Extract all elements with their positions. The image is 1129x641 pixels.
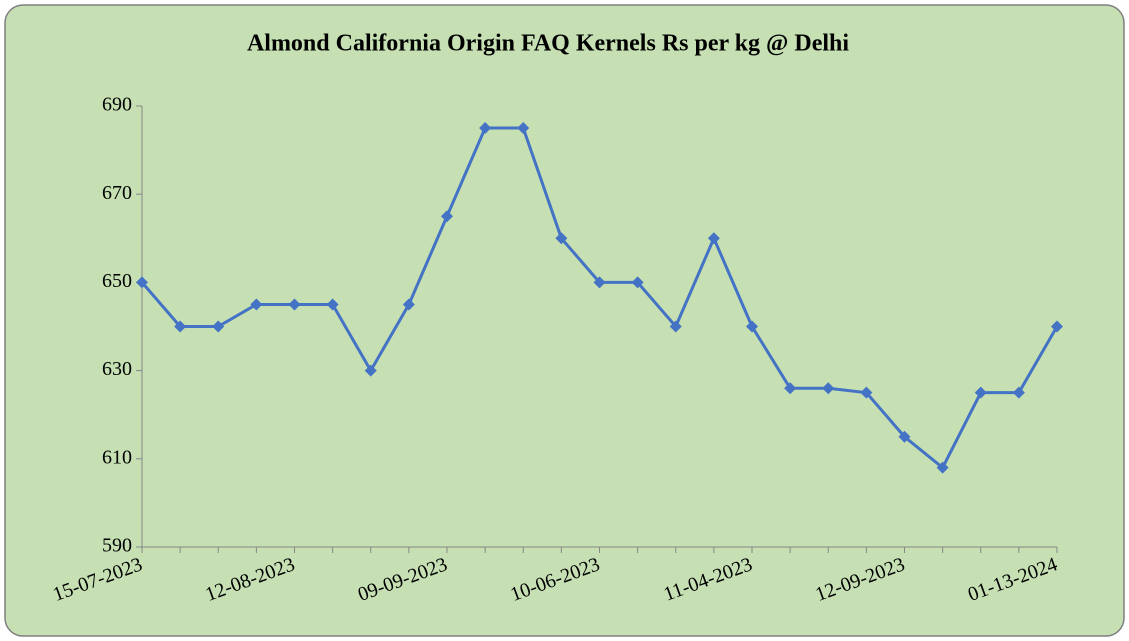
marker: [631, 276, 644, 289]
marker: [1012, 386, 1025, 399]
marker: [784, 382, 797, 395]
y-tick-label: 610: [102, 446, 132, 468]
marker: [669, 320, 682, 333]
marker: [402, 298, 415, 311]
marker: [364, 364, 377, 377]
marker: [479, 122, 492, 135]
marker: [441, 210, 453, 223]
y-tick-label: 590: [102, 535, 132, 557]
marker: [746, 320, 758, 333]
marker: [707, 232, 720, 245]
marker: [212, 320, 225, 333]
marker: [174, 320, 187, 333]
marker: [936, 461, 949, 474]
y-tick-label: 670: [102, 182, 132, 204]
marker: [555, 232, 568, 245]
marker: [136, 276, 148, 289]
marker: [326, 298, 339, 311]
marker: [593, 276, 606, 289]
marker: [1051, 320, 1063, 333]
chart-title: Almond California Origin FAQ Kernels Rs …: [247, 31, 849, 57]
marker: [517, 122, 530, 135]
marker: [974, 386, 987, 399]
y-tick-label: 630: [102, 358, 132, 380]
chart-background: [4, 4, 1125, 637]
marker: [860, 386, 873, 399]
y-tick-label: 650: [102, 270, 132, 292]
marker: [898, 430, 911, 443]
marker: [822, 382, 835, 395]
y-tick-label: 690: [102, 94, 132, 116]
marker: [250, 298, 263, 311]
marker: [288, 298, 301, 311]
